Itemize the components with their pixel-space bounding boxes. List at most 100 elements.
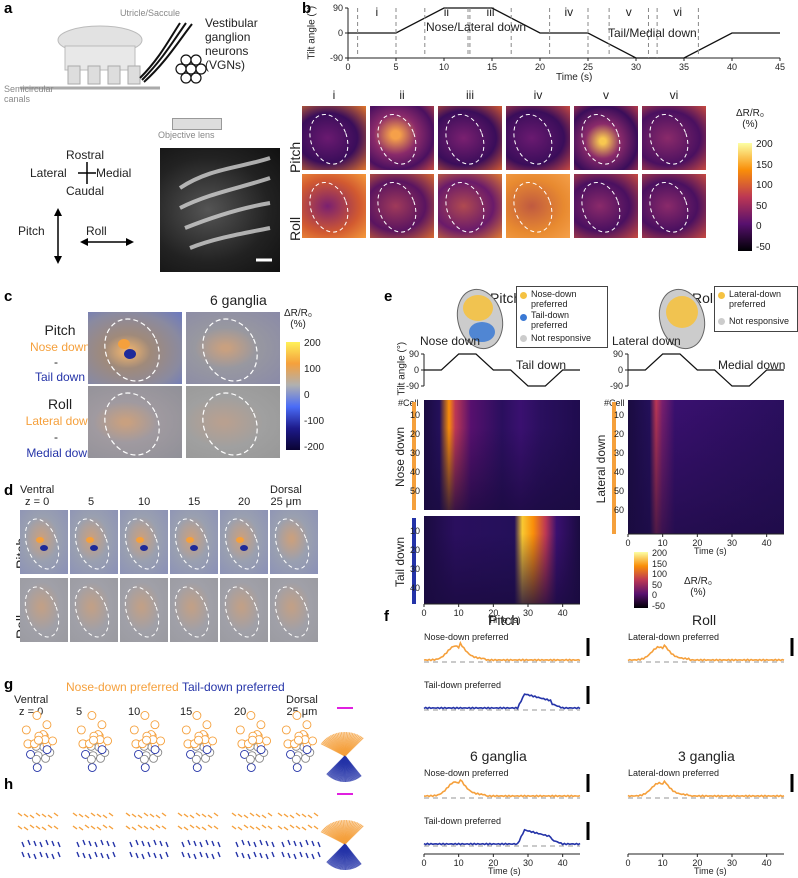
g-cell-map: [281, 711, 318, 772]
cell-outline: [34, 735, 43, 745]
e-row-tick-lat: 50: [613, 486, 624, 496]
cell-outline: [96, 753, 105, 763]
e-row-tick-nose: 20: [409, 429, 420, 439]
h-vector: [201, 813, 207, 818]
g-cell-map: [181, 711, 218, 772]
h-vector: [311, 840, 315, 847]
h-vector: [90, 812, 96, 817]
e-heatmap-lateral: [628, 400, 784, 534]
cell-outline: [87, 763, 97, 772]
b-col-label: ii: [399, 88, 405, 102]
b-phase-label: ii: [444, 5, 449, 19]
h-vector: [201, 826, 207, 831]
h-vector: [53, 812, 59, 817]
cell-outline: [308, 736, 318, 746]
h-vector: [255, 826, 261, 831]
h-vector: [177, 825, 183, 830]
cell-outline: [256, 720, 266, 730]
legend-dot-tail: [520, 314, 527, 321]
h-vector: [247, 840, 251, 847]
objective-lens-shape: [172, 118, 222, 130]
ganglion-outline: [174, 518, 210, 570]
e-xlabel-roll: Time (s): [694, 546, 727, 556]
c-image-tile: [88, 386, 182, 458]
h-vector: [129, 841, 133, 848]
h-vector: [90, 825, 96, 830]
d-image-tile: [220, 578, 268, 642]
b-xtick-label: 40: [727, 62, 737, 72]
h-vector: [189, 824, 195, 829]
d-image-tile: [70, 510, 118, 574]
h-vector: [17, 812, 23, 817]
e-protocol-traces: 90 0 -90 90 0 -90: [406, 349, 784, 391]
b-image-tile: [574, 174, 638, 238]
e-row-tick-tail: 40: [409, 583, 420, 593]
h-vector: [94, 841, 98, 848]
tail-down-blob: [40, 545, 48, 551]
legend-nose: Nose-down preferred: [531, 289, 577, 309]
h-vector: [243, 824, 249, 829]
h-vector: [147, 851, 151, 858]
h-vector: [35, 825, 41, 830]
h-vector-map: [72, 812, 116, 860]
c-image-tile: [186, 386, 280, 458]
c-dash-2: -: [54, 430, 58, 444]
b-ytick-label: -90: [330, 53, 343, 63]
cell-outline: [246, 763, 256, 772]
g-cell-map: [21, 711, 58, 772]
b-xtick-label: 35: [679, 62, 689, 72]
h-vector: [131, 813, 137, 818]
b-image-tile: [506, 174, 570, 238]
e-roll-xtick-label: 40: [762, 538, 772, 548]
h-vector: [311, 853, 315, 860]
c-roll-label: Roll: [47, 396, 73, 412]
f-pitch-title: Pitch: [488, 612, 520, 628]
h-vector: [261, 824, 267, 829]
nose-down-blob: [186, 537, 194, 543]
e-cbar-tick: 200: [652, 548, 668, 558]
h-vector: [305, 839, 309, 846]
e-cbar-tick: 0: [652, 590, 658, 600]
h-vector: [299, 851, 303, 858]
e-roll-xtick-label: 30: [727, 538, 737, 548]
semicircular-label: Semicircular canals: [4, 84, 54, 104]
cell-outline: [42, 720, 52, 730]
h-vector: [235, 851, 239, 858]
cell-outline: [21, 725, 31, 735]
e-roll-xtick-label: 20: [692, 538, 702, 548]
h-vector: [23, 813, 29, 818]
e-pitch-cell-map: [456, 288, 504, 350]
c-cbar-tick: 200: [304, 338, 321, 349]
cell-outline: [26, 749, 35, 759]
e-cell-label-pitch: #Cell: [398, 398, 419, 408]
d-image-tile: [120, 578, 168, 642]
h-vector: [131, 826, 137, 831]
ganglion-outline: [274, 518, 310, 570]
f-label-tail-1: Tail-down preferred: [424, 680, 502, 690]
b-xtick-label: 25: [583, 62, 593, 72]
h-vector: [94, 851, 98, 858]
f-pitch-xtick-label: 20: [488, 858, 498, 868]
h-vector: [112, 851, 116, 858]
h-vector: [211, 840, 215, 847]
h-vector: [213, 825, 219, 830]
h-vector-map: [277, 812, 321, 860]
h-vector: [21, 841, 25, 848]
f-label-nose-2: Nose-down preferred: [424, 768, 509, 778]
h-vector: [72, 812, 78, 817]
ganglion-outline: [104, 392, 160, 456]
f-label-lat-1: Lateral-down preferred: [628, 632, 720, 642]
e-row-tick-nose: 40: [409, 467, 420, 477]
h-vector: [207, 824, 213, 829]
cell-outline: [149, 753, 158, 763]
c-image-tile: [186, 312, 280, 384]
h-vector: [29, 824, 35, 829]
d-depth-label: 20: [238, 496, 251, 508]
h-vector: [195, 825, 201, 830]
h-vector: [307, 824, 313, 829]
cell-outline: [181, 725, 191, 735]
legend-lat: Lateral-down preferred: [729, 289, 782, 309]
h-vector: [33, 853, 37, 860]
cell-outline: [134, 749, 143, 759]
f-pitch-xtick-label: 0: [421, 858, 426, 868]
